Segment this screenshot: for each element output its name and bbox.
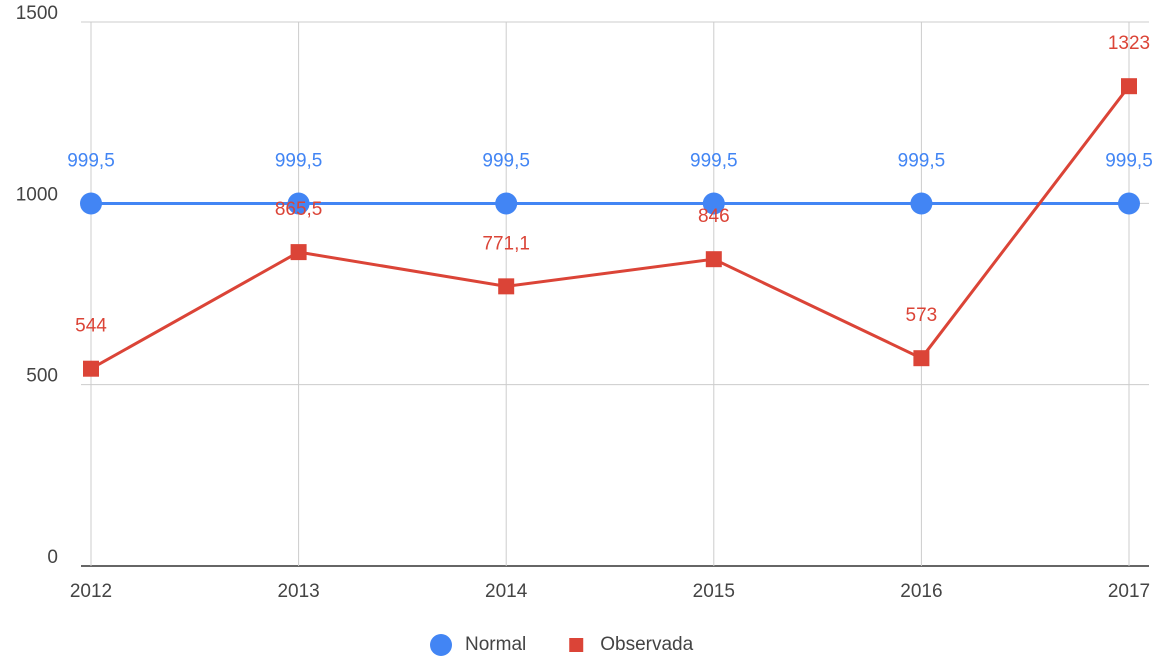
- data-label: 999,5: [275, 151, 323, 172]
- point: [287, 192, 310, 215]
- x-tick-label: 2017: [1108, 581, 1150, 602]
- data-label: 999,5: [67, 151, 115, 172]
- data-label: 846: [698, 206, 730, 227]
- point: [83, 360, 99, 377]
- x-tick-label: 2016: [900, 581, 942, 602]
- point: [702, 192, 725, 215]
- y-tick-label: 1000: [16, 184, 58, 205]
- legend-label: Observada: [600, 634, 693, 655]
- point: [910, 192, 933, 215]
- data-label: 999,5: [690, 151, 738, 172]
- point: [1118, 192, 1140, 215]
- x-tick-label: 2015: [693, 581, 735, 602]
- point: [913, 350, 930, 367]
- legend-label: Normal: [465, 634, 526, 655]
- series-line: [90, 85, 1131, 371]
- data-label: 999,5: [482, 151, 530, 172]
- y-tick-label: 1500: [16, 3, 58, 24]
- y-tick-label: 0: [47, 547, 58, 568]
- y-tick-label: 500: [26, 366, 58, 387]
- data-label: 544: [75, 316, 107, 337]
- x-tick-label: 2014: [485, 581, 528, 602]
- x-tick-label: 2013: [277, 581, 319, 602]
- point: [290, 244, 307, 261]
- legend-marker: [430, 634, 452, 656]
- point: [80, 192, 102, 215]
- point: [498, 278, 515, 295]
- point: [495, 192, 518, 215]
- point: [1121, 78, 1137, 95]
- point: [705, 251, 722, 268]
- data-label: 771,1: [482, 233, 530, 254]
- data-label: 573: [906, 305, 938, 326]
- legend-marker: [569, 638, 584, 652]
- data-label: 999,5: [1105, 151, 1153, 172]
- data-label: 999,5: [898, 151, 946, 172]
- data-label: 1323: [1108, 33, 1150, 54]
- x-tick-label: 2012: [70, 581, 112, 602]
- data-label: 865,5: [275, 199, 323, 220]
